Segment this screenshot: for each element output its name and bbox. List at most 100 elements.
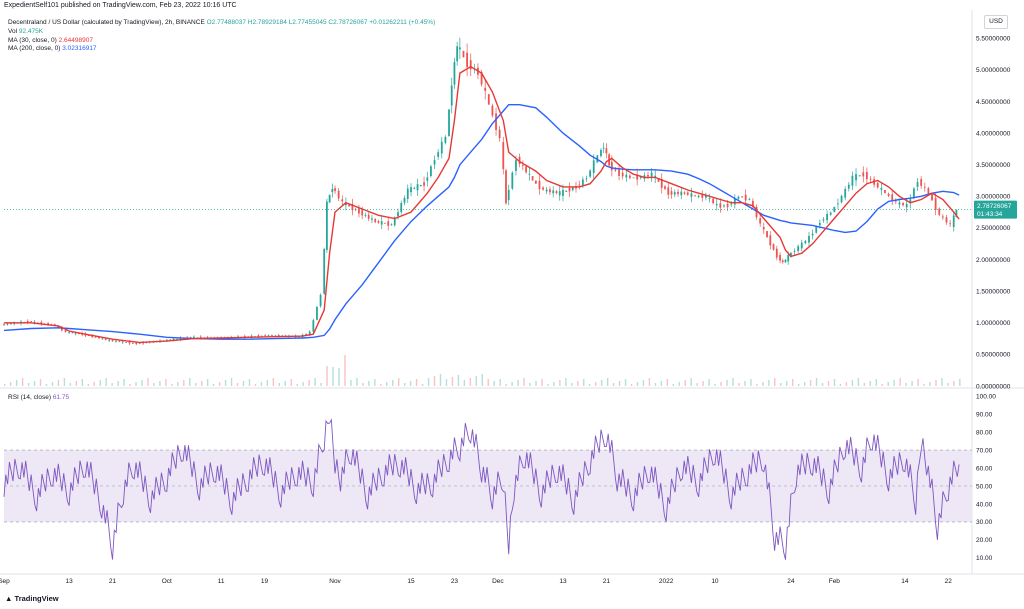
candle-body xyxy=(37,322,39,324)
candle-body xyxy=(199,336,202,339)
volume-bar xyxy=(636,382,639,386)
volume-bar xyxy=(654,383,657,386)
candle-body xyxy=(142,342,144,344)
candle-body xyxy=(3,324,5,325)
rsi-tick-label: 50.00 xyxy=(976,483,993,490)
volume-bar xyxy=(147,378,149,386)
candle-body xyxy=(752,200,754,207)
candle-body xyxy=(726,203,729,208)
volume-bar xyxy=(809,380,812,386)
candle-body xyxy=(562,189,564,196)
volume-bar xyxy=(111,383,113,386)
candle-body xyxy=(784,259,787,263)
volume-bar xyxy=(857,378,860,386)
candle-body xyxy=(502,142,505,170)
candle-body xyxy=(931,193,933,201)
volume-bar xyxy=(135,382,137,386)
volume-bar xyxy=(768,380,770,386)
candle-body xyxy=(650,172,653,178)
rsi-label[interactable]: RSI (14, close) xyxy=(8,394,51,401)
candle-body xyxy=(677,191,679,195)
candle-body xyxy=(568,187,571,192)
candle-body xyxy=(511,172,514,189)
price-tick-label: 0.50000000 xyxy=(976,352,1011,359)
volume-bar xyxy=(511,382,513,386)
candle-body xyxy=(887,193,890,196)
ma200-label[interactable]: MA (200, close, 0) xyxy=(8,45,61,53)
volume-label[interactable]: Vol xyxy=(8,27,18,35)
candle-body xyxy=(902,203,904,206)
rsi-tick-label: 70.00 xyxy=(976,447,993,454)
volume-bar xyxy=(326,366,328,386)
candle-body xyxy=(741,196,743,198)
volume-bar xyxy=(732,378,734,386)
volume-bar xyxy=(762,382,764,386)
volume-bar xyxy=(672,384,675,386)
symbol-title[interactable]: Decentraland / US Dollar (calculated by … xyxy=(8,19,205,26)
volume-bar xyxy=(105,378,107,386)
volume-bar xyxy=(947,383,949,386)
volume-bar xyxy=(171,384,173,386)
candle-body xyxy=(351,203,354,211)
candle-body xyxy=(71,332,74,334)
time-tick-label: 19 xyxy=(261,578,269,585)
candle-body xyxy=(690,193,693,197)
candle-body xyxy=(869,178,872,180)
ma200-line xyxy=(3,103,960,340)
volume-bar xyxy=(350,380,352,386)
time-tick-label: Dec xyxy=(492,578,504,585)
candle-body xyxy=(531,176,534,181)
volume-bar xyxy=(475,376,478,386)
candle-body xyxy=(98,336,100,339)
ma30-label[interactable]: MA (30, close, 0) xyxy=(8,36,57,44)
candle-body xyxy=(629,175,631,178)
candle-body xyxy=(542,187,544,190)
candle-body xyxy=(361,210,364,216)
volume-bar xyxy=(750,379,752,386)
time-tick-label: 13 xyxy=(559,578,567,585)
volume-bar xyxy=(45,384,48,386)
candle-body xyxy=(571,187,574,191)
volume-bar xyxy=(320,383,322,386)
candle-body xyxy=(444,136,447,143)
candle-body xyxy=(348,204,351,207)
volume-bar xyxy=(362,383,364,386)
volume-bar xyxy=(833,379,836,386)
candle-body xyxy=(456,46,459,62)
candle-body xyxy=(426,177,429,181)
candle-body xyxy=(952,215,955,228)
candle-body xyxy=(267,335,270,337)
volume-bar xyxy=(183,380,185,386)
price-tick-label: 3.50000000 xyxy=(976,162,1011,169)
candle-body xyxy=(334,188,336,192)
volume-bar xyxy=(272,378,275,386)
volume-bar xyxy=(69,383,72,386)
volume-bar xyxy=(332,367,334,386)
candle-body xyxy=(64,330,67,332)
candle-body xyxy=(316,306,318,320)
candle-body xyxy=(766,231,768,238)
volume-bar xyxy=(218,382,221,386)
candle-body xyxy=(274,335,277,337)
candle-body xyxy=(708,198,711,199)
currency-button[interactable]: USD xyxy=(984,15,1008,29)
volume-bar xyxy=(260,382,263,386)
candle-body xyxy=(723,205,725,207)
volume-bar xyxy=(744,381,746,386)
candle-body xyxy=(909,199,912,204)
volume-bar xyxy=(911,381,913,386)
candle-body xyxy=(440,141,443,154)
volume-bar xyxy=(481,374,483,386)
time-tick-label: 13 xyxy=(66,578,74,585)
candle-body xyxy=(260,335,263,337)
volume-bar xyxy=(690,378,692,386)
candle-body xyxy=(775,248,778,258)
candle-body xyxy=(804,240,807,244)
candle-body xyxy=(257,335,260,337)
volume-bar xyxy=(374,379,376,386)
volume-bar xyxy=(612,383,615,386)
volume-bar xyxy=(487,379,489,386)
candle-body xyxy=(737,196,740,199)
candle-body xyxy=(945,217,948,223)
